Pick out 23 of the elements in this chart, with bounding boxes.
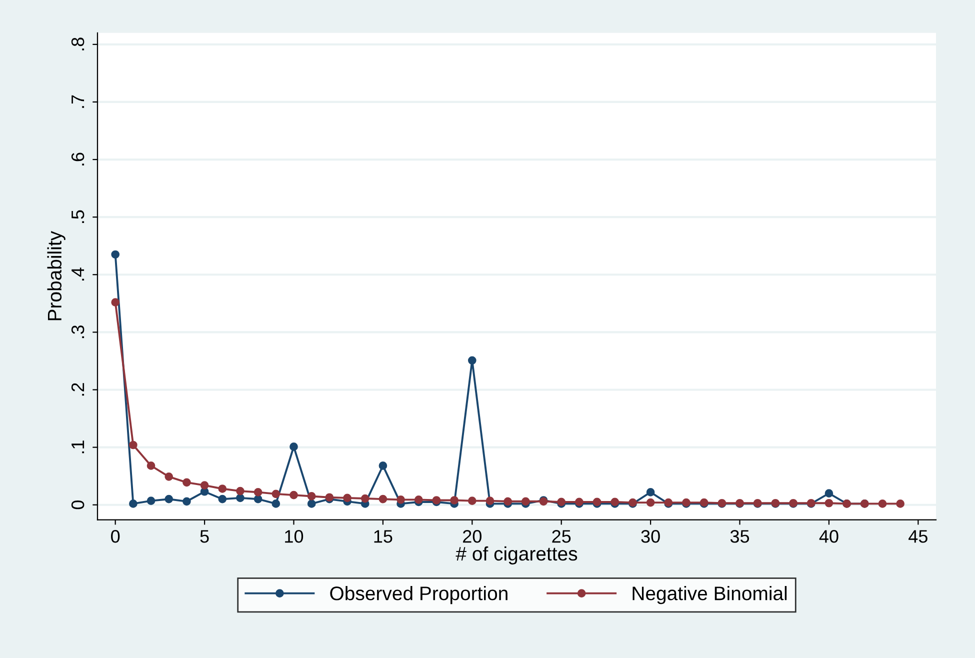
x-tick-label: 35	[730, 530, 750, 543]
legend-label: Observed Proportion	[330, 586, 508, 604]
y-tick-label: .1	[72, 440, 84, 454]
y-tick-label: .4	[72, 268, 84, 281]
x-tick-label: 45	[908, 530, 928, 543]
x-tick-label: 15	[374, 530, 392, 543]
x-tick-label: 30	[641, 530, 660, 543]
y-tick-label: .8	[71, 38, 84, 50]
legend-label: Negative Binomial	[632, 586, 787, 604]
x-tick-label: 10	[285, 530, 304, 543]
y-tick-label: .7	[72, 95, 84, 108]
x-tick-label: 40	[819, 530, 838, 543]
y-tick-label: .3	[71, 325, 84, 338]
x-tick-label: 5	[200, 530, 209, 543]
y-tick-label: 0	[71, 500, 84, 510]
y-tick-label: .6	[71, 152, 84, 166]
x-tick-label: 25	[552, 530, 571, 543]
y-axis-title: Probability	[47, 231, 66, 320]
x-tick-label: 0	[111, 530, 120, 543]
y-tick-label: .2	[71, 383, 84, 396]
y-tick-label: .5	[72, 210, 84, 223]
x-axis-title: # of cigarettes	[456, 546, 578, 564]
x-tick-label: 20	[463, 530, 482, 543]
